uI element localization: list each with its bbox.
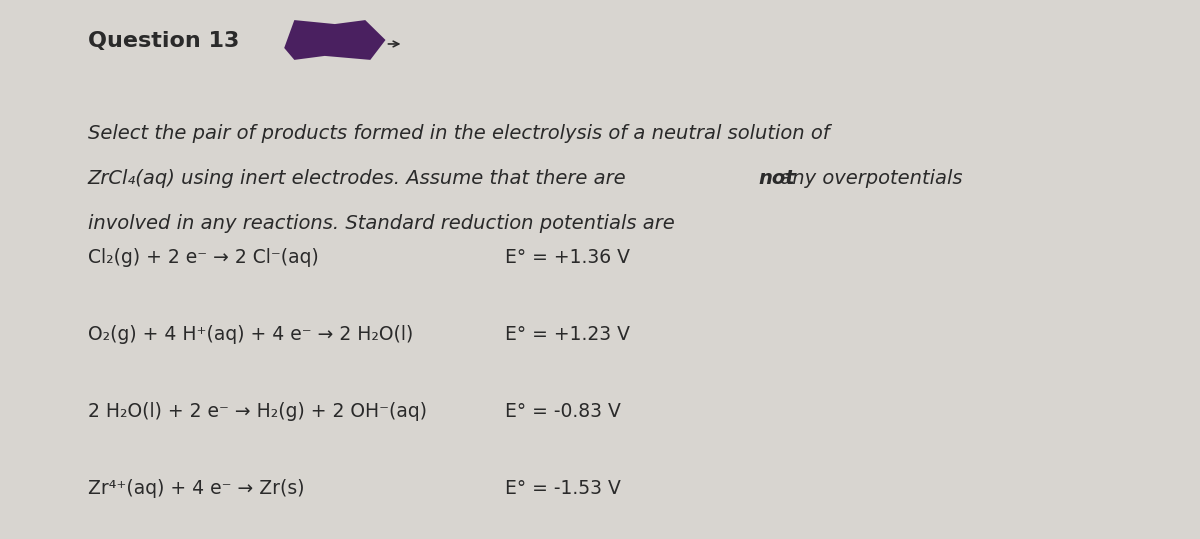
Text: 2 H₂O(l) + 2 e⁻ → H₂(g) + 2 OH⁻(aq): 2 H₂O(l) + 2 e⁻ → H₂(g) + 2 OH⁻(aq) (88, 402, 426, 421)
Text: Question 13: Question 13 (88, 31, 239, 51)
Text: E° = +1.23 V: E° = +1.23 V (505, 325, 630, 344)
Text: E° = +1.36 V: E° = +1.36 V (505, 248, 630, 267)
Text: Select the pair of products formed in the electrolysis of a neutral solution of: Select the pair of products formed in th… (88, 123, 829, 143)
Text: O₂(g) + 4 H⁺(aq) + 4 e⁻ → 2 H₂O(l): O₂(g) + 4 H⁺(aq) + 4 e⁻ → 2 H₂O(l) (88, 325, 413, 344)
Polygon shape (284, 20, 385, 60)
Text: not: not (758, 169, 796, 188)
Text: E° = -0.83 V: E° = -0.83 V (505, 402, 620, 421)
Text: any overpotentials: any overpotentials (774, 169, 962, 188)
Text: ZrCl₄(aq) using inert electrodes. Assume that there are: ZrCl₄(aq) using inert electrodes. Assume… (88, 169, 632, 188)
Text: Cl₂(g) + 2 e⁻ → 2 Cl⁻(aq): Cl₂(g) + 2 e⁻ → 2 Cl⁻(aq) (88, 248, 318, 267)
Text: involved in any reactions. Standard reduction potentials are: involved in any reactions. Standard redu… (88, 214, 674, 233)
Text: Zr⁴⁺(aq) + 4 e⁻ → Zr(s): Zr⁴⁺(aq) + 4 e⁻ → Zr(s) (88, 479, 304, 498)
Text: E° = -1.53 V: E° = -1.53 V (505, 479, 620, 498)
